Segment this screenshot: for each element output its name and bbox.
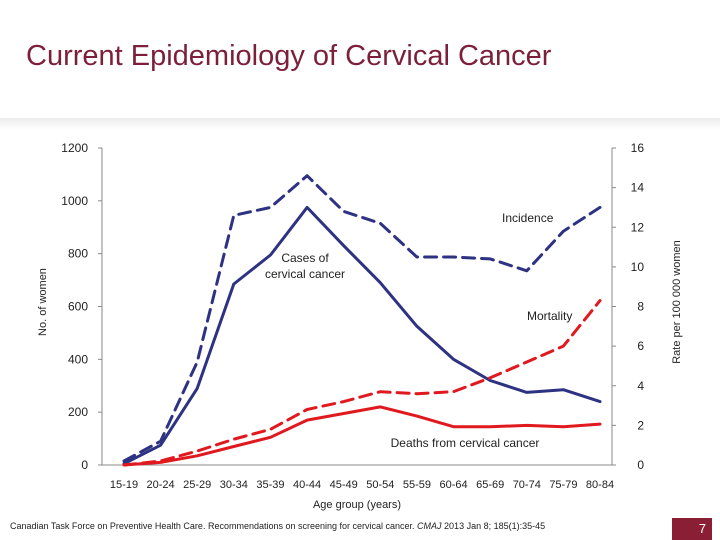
annotation-mortality: Mortality — [527, 309, 572, 323]
y2-tick-label: 14 — [631, 181, 645, 195]
x-tick-label: 65-69 — [476, 479, 504, 491]
y-tick-label: 400 — [68, 352, 88, 366]
x-tick-label: 40-44 — [293, 479, 321, 491]
x-tick-label: 20-24 — [147, 479, 175, 491]
y2-tick-label: 6 — [637, 339, 644, 353]
series-line-3 — [122, 299, 602, 467]
x-tick-label: 50-54 — [366, 479, 394, 491]
y-tick-label: 600 — [68, 300, 88, 314]
citation-footer: Canadian Task Force on Preventive Health… — [10, 521, 545, 531]
x-tick-label: 35-39 — [256, 479, 284, 491]
y2-tick-label: 16 — [631, 141, 645, 155]
x-tick-label: 45-49 — [330, 479, 358, 491]
y-tick-label: 1200 — [61, 141, 88, 155]
citation-journal: CMAJ — [417, 521, 442, 531]
x-axis-title: Age group (years) — [313, 499, 401, 511]
series-line-0 — [122, 205, 602, 466]
y2-axis-title: Rate per 100 000 women — [671, 240, 683, 364]
chart-axes: 0 200 400 600 800 1000 1200 0 2 4 6 8 10 12 14 16 15-19 2… — [61, 141, 644, 491]
y2-tick-label: 2 — [637, 418, 644, 432]
annotation-incidence: Incidence — [502, 211, 554, 225]
annotation-cases-line1: Cases of — [281, 251, 329, 265]
header-divider-band — [0, 118, 720, 130]
x-tick-label: 30-34 — [220, 479, 248, 491]
x-tick-label: 25-29 — [183, 479, 211, 491]
x-tick-label: 15-19 — [110, 479, 138, 491]
y-axis-title: No. of women — [37, 268, 49, 336]
x-tick-label: 60-64 — [439, 479, 467, 491]
x-tick-label: 55-59 — [403, 479, 431, 491]
page-number-badge: 7 — [672, 518, 712, 540]
annotation-deaths: Deaths from cervical cancer — [391, 436, 540, 450]
citation-text: Canadian Task Force on Preventive Health… — [10, 521, 418, 531]
y-tick-label: 200 — [68, 405, 88, 419]
x-tick-label: 75-79 — [549, 479, 577, 491]
series-line-1 — [122, 174, 602, 463]
chart-labels: Incidence Cases of cervical cancer Morta… — [37, 211, 683, 511]
x-tick-label: 80-84 — [586, 479, 614, 491]
y2-tick-label: 12 — [631, 220, 645, 234]
y2-tick-label: 10 — [631, 260, 645, 274]
y-tick-label: 1000 — [61, 194, 88, 208]
series-line-2 — [122, 405, 602, 467]
x-tick-label: 70-74 — [513, 479, 541, 491]
y2-tick-label: 4 — [637, 379, 644, 393]
y-tick-label: 0 — [81, 458, 88, 472]
y-tick-label: 800 — [68, 247, 88, 261]
annotation-cases-line2: cervical cancer — [265, 267, 345, 281]
slide-title: Current Epidemiology of Cervical Cancer — [26, 40, 552, 72]
y2-tick-label: 8 — [637, 300, 644, 314]
chart-series — [122, 174, 602, 467]
y2-tick-label: 0 — [637, 458, 644, 472]
citation-details: 2013 Jan 8; 185(1):35-45 — [441, 521, 546, 531]
